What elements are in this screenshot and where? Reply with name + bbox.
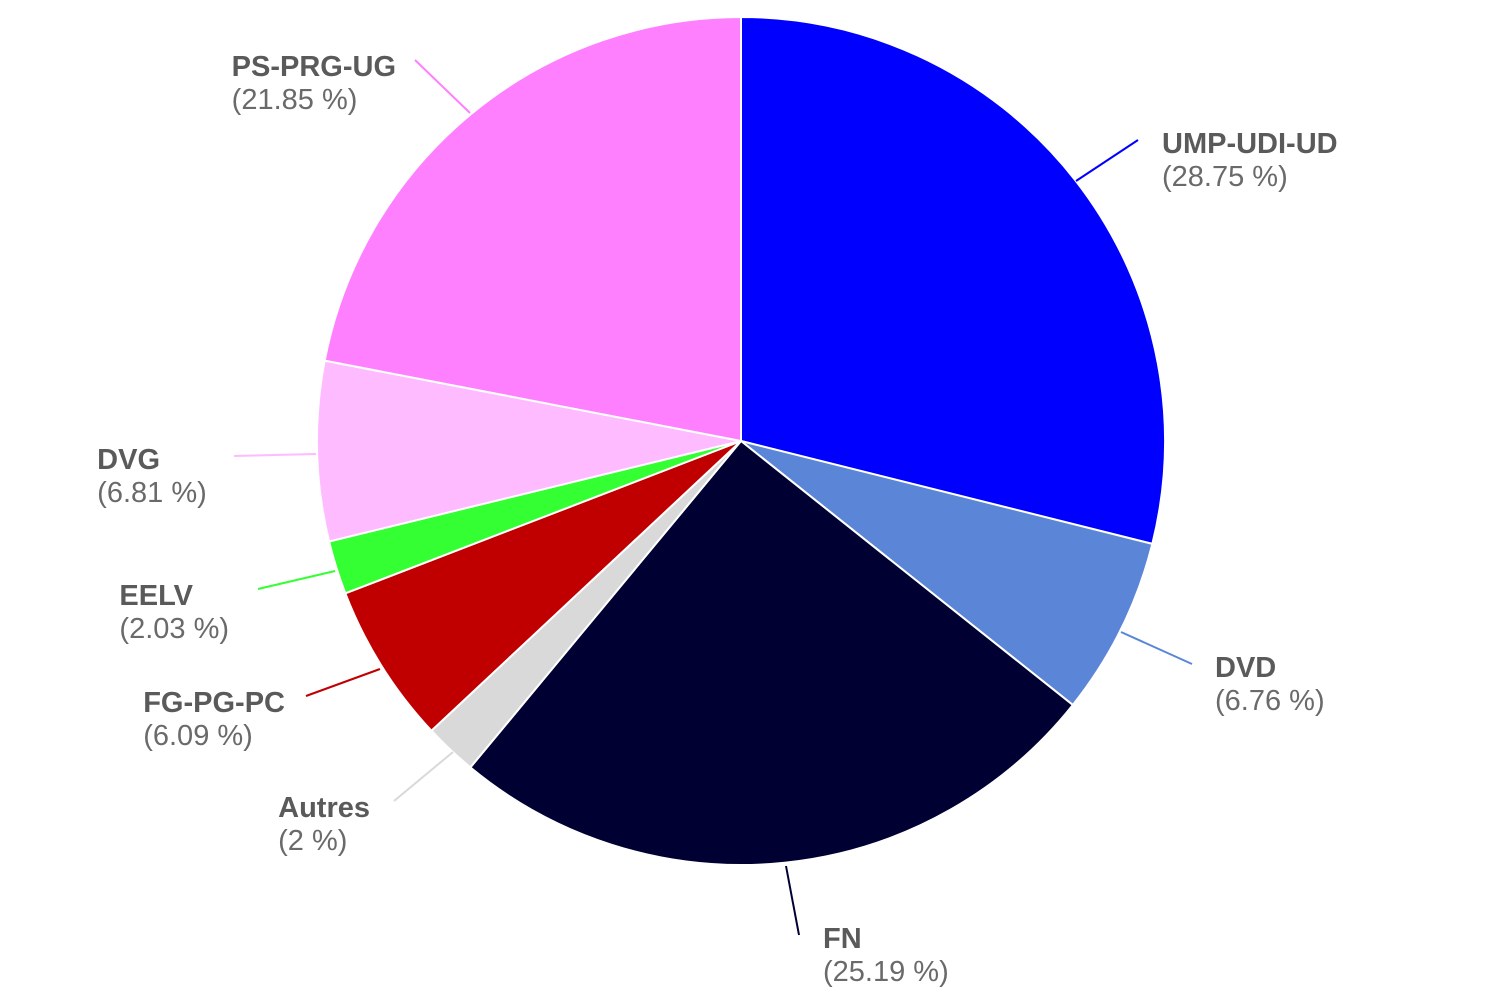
- slice-label-value: (2.03 %): [119, 613, 229, 645]
- slice-label-name: FG-PG-PC: [143, 687, 285, 719]
- slice-labels: UMP-UDI-UD(28.75 %) DVD(6.76 %) FN(25.19 %…: [97, 51, 1337, 988]
- slice-label-name: Autres: [278, 792, 370, 824]
- leader-line-dvg: [233, 453, 317, 457]
- pie-slice-dvd[interactable]: [740, 440, 1154, 706]
- slice-label-name: FN: [823, 923, 862, 955]
- slice-label-name: DVG: [97, 444, 160, 476]
- slice-label-value: (21.85 %): [232, 84, 358, 116]
- pie-slice-ump-udi-ud[interactable]: [740, 16, 1166, 545]
- leader-line-ps-prg-ug: [414, 59, 471, 114]
- pie-slice-ps-prg-ug[interactable]: [323, 16, 742, 442]
- slice-label-name: PS-PRG-UG: [232, 51, 396, 83]
- leader-line-fn: [785, 865, 800, 936]
- slice-label-name: EELV: [119, 580, 193, 612]
- slice-label-value: (28.75 %): [1162, 161, 1288, 193]
- slice-label-name: UMP-UDI-UD: [1162, 128, 1338, 160]
- slice-label-value: (6.76 %): [1215, 685, 1325, 717]
- slice-label-name: DVD: [1215, 652, 1276, 684]
- pie-slice-fg-pg-pc[interactable]: [344, 440, 742, 732]
- leader-line-ump-udi-ud: [1075, 139, 1139, 182]
- slice-label-value: (2 %): [278, 825, 347, 857]
- slice-label-value: (25.19 %): [823, 956, 949, 988]
- slice-label-value: (6.81 %): [97, 477, 207, 509]
- pie-slices: [316, 16, 1166, 866]
- leader-line-autres: [393, 751, 454, 802]
- label-leader-lines: [233, 59, 1193, 936]
- slice-label-value: (6.09 %): [143, 720, 253, 752]
- pie-slice-dvg[interactable]: [316, 359, 742, 543]
- leader-line-eelv: [257, 570, 336, 590]
- leader-line-dvd: [1120, 631, 1193, 665]
- pie-slice-fn[interactable]: [469, 440, 1074, 866]
- leader-line-fg-pg-pc: [305, 668, 381, 697]
